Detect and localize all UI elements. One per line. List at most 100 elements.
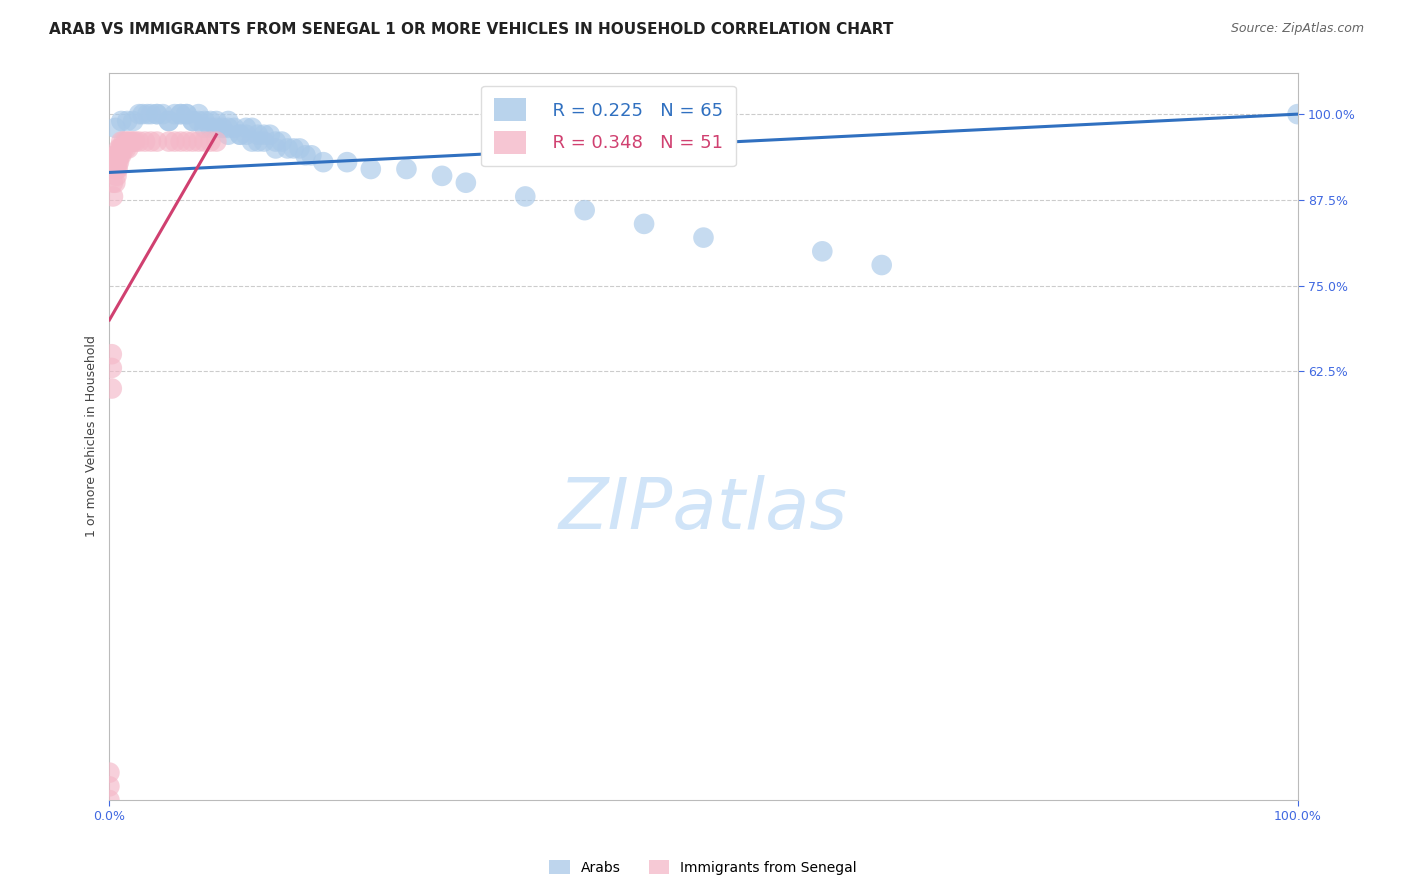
- Point: [294, 148, 316, 162]
- Point: [270, 135, 292, 149]
- Point: [105, 148, 128, 162]
- Point: [98, 793, 121, 807]
- Point: [187, 107, 209, 121]
- Point: [112, 141, 135, 155]
- Point: [246, 128, 269, 142]
- Point: [170, 107, 193, 121]
- Point: [128, 135, 150, 149]
- Point: [181, 114, 204, 128]
- Point: [124, 135, 146, 149]
- Point: [122, 135, 145, 149]
- Point: [122, 114, 145, 128]
- Point: [692, 230, 714, 244]
- Point: [259, 128, 281, 142]
- Point: [98, 780, 121, 794]
- Point: [633, 217, 655, 231]
- Point: [152, 107, 174, 121]
- Point: [98, 765, 121, 780]
- Point: [176, 107, 198, 121]
- Point: [811, 244, 834, 259]
- Point: [115, 141, 138, 155]
- Point: [108, 141, 131, 155]
- Point: [430, 169, 453, 183]
- Point: [360, 161, 382, 176]
- Point: [224, 120, 246, 135]
- Point: [146, 107, 169, 121]
- Point: [108, 148, 131, 162]
- Point: [187, 114, 209, 128]
- Point: [200, 135, 222, 149]
- Point: [101, 176, 124, 190]
- Point: [107, 161, 129, 176]
- Point: [101, 347, 124, 361]
- Point: [217, 114, 239, 128]
- Point: [515, 189, 537, 203]
- Point: [131, 107, 153, 121]
- Point: [110, 148, 132, 162]
- Point: [104, 155, 127, 169]
- Point: [283, 141, 305, 155]
- Point: [170, 135, 193, 149]
- Point: [253, 135, 276, 149]
- Point: [115, 114, 138, 128]
- Point: [104, 161, 127, 176]
- Point: [101, 382, 124, 396]
- Point: [217, 120, 239, 135]
- Point: [193, 120, 215, 135]
- Point: [128, 107, 150, 121]
- Point: [105, 155, 128, 169]
- Point: [217, 128, 239, 142]
- Point: [240, 135, 263, 149]
- Point: [146, 107, 169, 121]
- Point: [264, 141, 287, 155]
- Point: [117, 141, 139, 155]
- Point: [103, 161, 125, 176]
- Point: [229, 128, 252, 142]
- Point: [200, 114, 222, 128]
- Point: [108, 148, 131, 162]
- Point: [1286, 107, 1309, 121]
- Point: [104, 176, 127, 190]
- Point: [163, 107, 186, 121]
- Point: [104, 120, 127, 135]
- Point: [104, 148, 127, 162]
- Point: [176, 135, 198, 149]
- Point: [163, 135, 186, 149]
- Point: [235, 128, 257, 142]
- Text: ZIPatlas: ZIPatlas: [560, 475, 848, 544]
- Point: [103, 155, 125, 169]
- Point: [240, 120, 263, 135]
- Point: [205, 135, 228, 149]
- Point: [205, 120, 228, 135]
- Point: [108, 155, 131, 169]
- Point: [454, 176, 477, 190]
- Point: [120, 135, 142, 149]
- Point: [105, 161, 128, 176]
- Point: [229, 128, 252, 142]
- Point: [181, 135, 204, 149]
- Point: [574, 203, 596, 218]
- Point: [193, 114, 215, 128]
- Point: [101, 360, 124, 375]
- Point: [139, 107, 162, 121]
- Point: [110, 141, 132, 155]
- Point: [205, 114, 228, 128]
- Text: Source: ZipAtlas.com: Source: ZipAtlas.com: [1230, 22, 1364, 36]
- Point: [870, 258, 893, 272]
- Point: [157, 135, 180, 149]
- Point: [264, 135, 287, 149]
- Point: [112, 135, 135, 149]
- Point: [107, 148, 129, 162]
- Point: [139, 135, 162, 149]
- Y-axis label: 1 or more Vehicles in Household: 1 or more Vehicles in Household: [86, 335, 98, 538]
- Legend:   R = 0.225   N = 65,   R = 0.348   N = 51: R = 0.225 N = 65, R = 0.348 N = 51: [481, 86, 735, 166]
- Point: [110, 135, 132, 149]
- Point: [395, 161, 418, 176]
- Point: [299, 148, 322, 162]
- Point: [211, 120, 233, 135]
- Point: [108, 141, 131, 155]
- Point: [136, 107, 159, 121]
- Point: [312, 155, 335, 169]
- Point: [157, 114, 180, 128]
- Point: [157, 114, 180, 128]
